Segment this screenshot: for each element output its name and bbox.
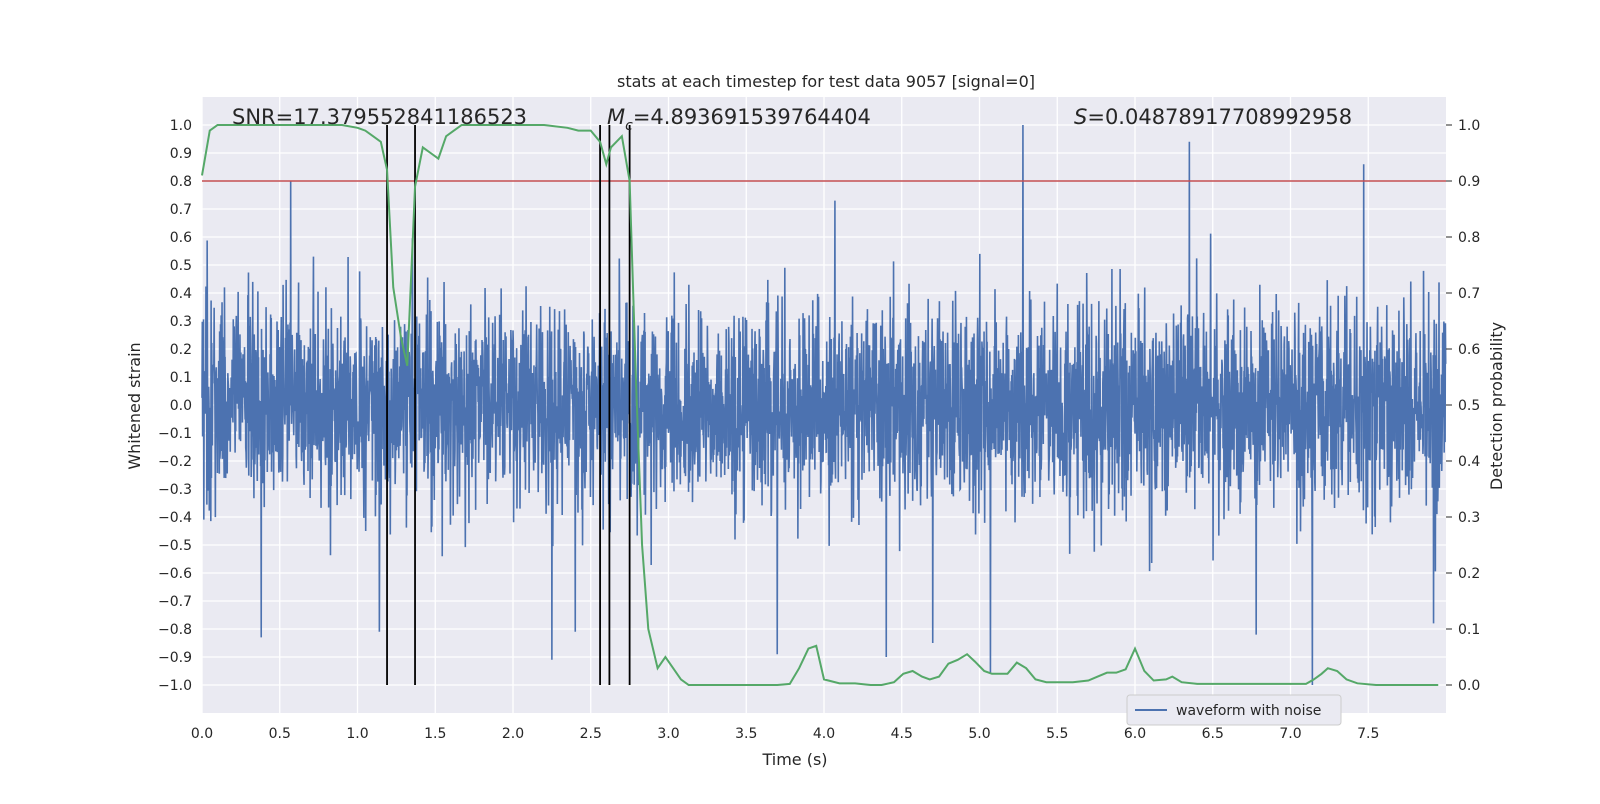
x-tick-label: 2.0 [502, 726, 524, 742]
x-tick-label: 3.0 [657, 726, 679, 742]
x-tick-label: 0.0 [191, 726, 213, 742]
y2-tick-label: 0.5 [1458, 398, 1480, 414]
legend: waveform with noise [1126, 694, 1342, 726]
y-tick-label: 0.1 [170, 370, 192, 386]
y2-axis-label: Detection probability [1487, 322, 1506, 490]
s-stat: S=0.04878917708992958 [1074, 105, 1352, 129]
x-tick-label: 7.5 [1357, 726, 1379, 742]
waveform-path [201, 124, 1447, 686]
y-tick-label: 0.0 [170, 398, 192, 414]
y-tick-label: 0.8 [170, 174, 192, 190]
x-axis-label: Time (s) [761, 750, 827, 769]
y-tick-label: 0.6 [170, 230, 192, 246]
x-tick-label: 0.5 [269, 726, 291, 742]
chirp-mass-subscript: c [625, 118, 633, 134]
y2-tick-label: 0.9 [1458, 174, 1480, 190]
y-tick-label: −0.8 [158, 622, 192, 638]
y-tick-label: −0.1 [158, 426, 192, 442]
x-tick-label: 4.5 [891, 726, 913, 742]
x-tick-label: 5.5 [1046, 726, 1068, 742]
y2-tick-label: 0.3 [1458, 510, 1480, 526]
y-tick-label: −0.6 [158, 566, 192, 582]
y-tick-label: −0.9 [158, 650, 192, 666]
y2-tick-label: 0.2 [1458, 566, 1480, 582]
y-tick-label: 0.7 [170, 202, 192, 218]
y-tick-label: 0.2 [170, 342, 192, 358]
x-tick-label: 2.5 [580, 726, 602, 742]
chirp-mass-symbol: M [607, 105, 625, 129]
x-tick-label: 3.5 [735, 726, 757, 742]
y-tick-label: 0.9 [170, 146, 192, 162]
chirp-mass-value: =4.893691539764404 [633, 105, 871, 129]
chart-title: stats at each timestep for test data 905… [617, 72, 1035, 91]
x-tick-label: 7.0 [1279, 726, 1301, 742]
y-tick-label: −0.2 [158, 454, 192, 470]
y-tick-label: 0.4 [170, 286, 192, 302]
y-tick-label: 0.5 [170, 258, 192, 274]
y2-tick-label: 0.4 [1458, 454, 1480, 470]
legend-box [1126, 694, 1342, 726]
y2-tick-label: 1.0 [1458, 118, 1480, 134]
y-tick-label: −0.4 [158, 510, 192, 526]
s-value: =0.04878917708992958 [1087, 105, 1352, 129]
detection-probability-line [201, 124, 1439, 686]
y2-tick-label: 0.1 [1458, 622, 1480, 638]
y-tick-label: −0.5 [158, 538, 192, 554]
axis-ticks: 0.0 0.5 1.0 1.5 2.0 2.5 3.0 3.5 4.0 4.5 5.0 5.5 6.0 6… [158, 118, 1480, 742]
y2-tick-label: 0.6 [1458, 342, 1480, 358]
y2-tick-label: 0.7 [1458, 286, 1480, 302]
y-tick-label: −1.0 [158, 678, 192, 694]
x-tick-label: 6.5 [1202, 726, 1224, 742]
x-tick-label: 6.0 [1124, 726, 1146, 742]
x-tick-label: 4.0 [813, 726, 835, 742]
x-tick-label: 1.0 [346, 726, 368, 742]
y-tick-label: 1.0 [170, 118, 192, 134]
waveform-series [201, 124, 1447, 686]
y2-tick-label: 0.0 [1458, 678, 1480, 694]
y-tick-label: −0.3 [158, 482, 192, 498]
x-tick-label: 1.5 [424, 726, 446, 742]
x-tick-label: 5.0 [968, 726, 990, 742]
s-symbol: S [1074, 105, 1087, 129]
y-tick-label: −0.7 [158, 594, 192, 610]
legend-label: waveform with noise [1176, 703, 1321, 719]
y2-tick-label: 0.8 [1458, 230, 1480, 246]
event-lines [386, 125, 631, 685]
snr-stat: SNR=17.379552841186523 [232, 105, 527, 129]
y-axis-label: Whitened strain [125, 342, 144, 469]
chirp-mass-stat: Mc=4.893691539764404 [607, 105, 871, 134]
y-tick-label: 0.3 [170, 314, 192, 330]
